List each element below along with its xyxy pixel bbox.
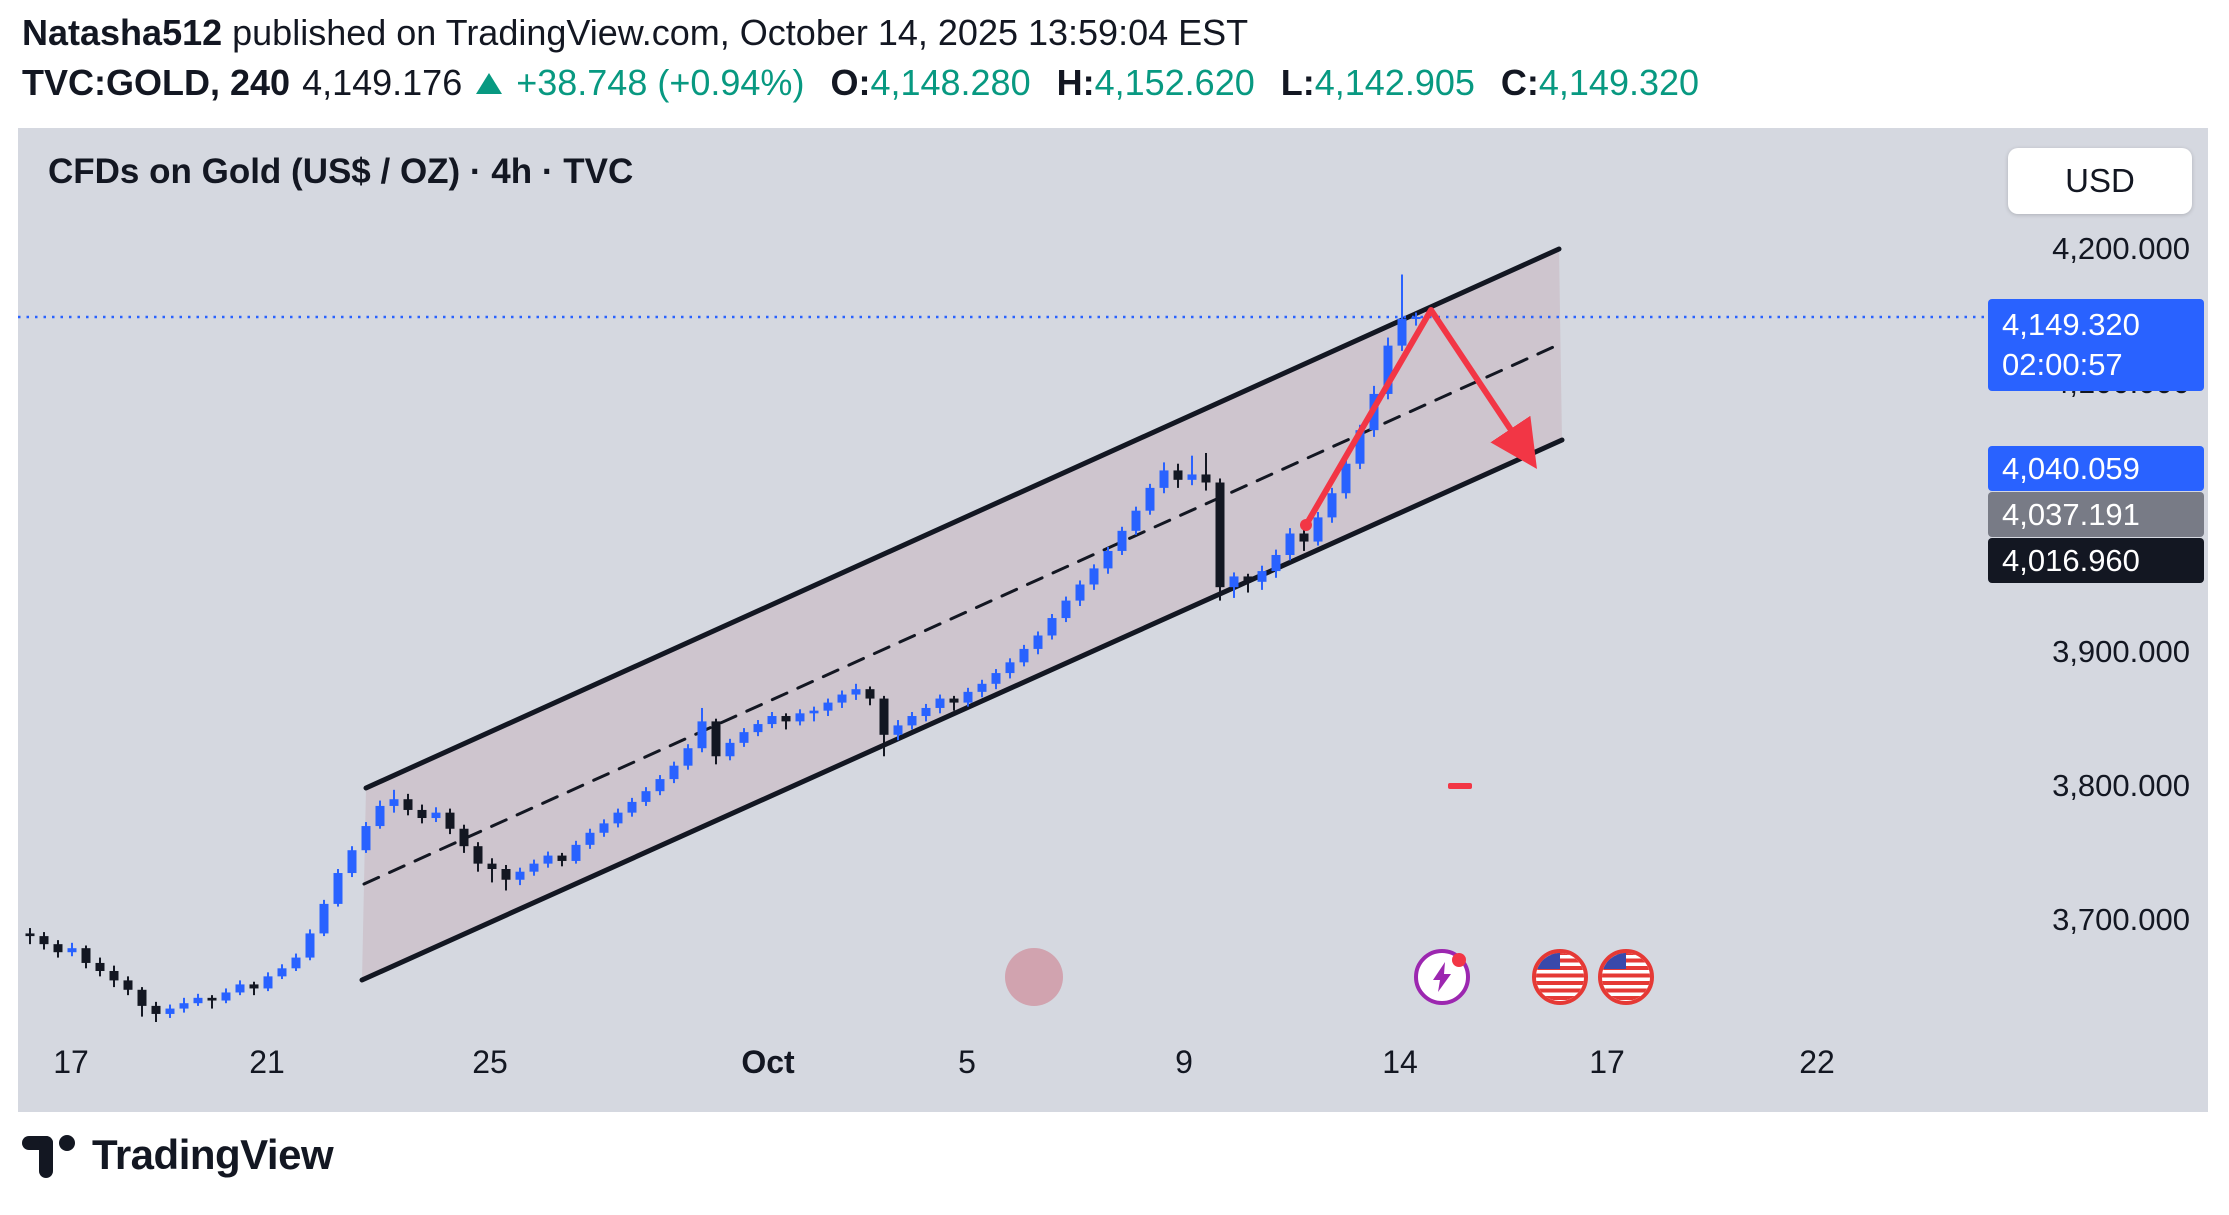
publish-text: published on TradingView.com, October 14… (222, 12, 1249, 53)
chart-panel[interactable]: CFDs on Gold (US$ / OZ) · 4h · TVC USD 4… (18, 128, 2208, 1112)
notification-dot (1452, 953, 1466, 967)
time-tick: 14 (1382, 1044, 1418, 1080)
time-tick: 21 (249, 1044, 285, 1080)
tradingview-wordmark: TradingView (92, 1131, 334, 1178)
tradingview-logo-icon[interactable] (22, 1130, 78, 1180)
time-axis[interactable]: 17 21 25 Oct 5 9 14 17 22 (18, 128, 2208, 1112)
last-price: 4,149.176 (302, 62, 463, 103)
ohlc-close: C: 4,149.320 (1500, 62, 1700, 103)
ohlc-low: L: 4,142.905 (1280, 62, 1475, 103)
time-tick: 5 (958, 1044, 976, 1080)
ohlc-high: H: 4,152.620 (1056, 62, 1255, 103)
price-tick: 3,700.000 (2052, 902, 2190, 937)
channel-bottom-line[interactable] (359, 437, 1565, 983)
price-tick: 4,200.000 (2052, 231, 2190, 266)
time-tick: 9 (1175, 1044, 1193, 1080)
time-tick: 25 (472, 1044, 508, 1080)
price-tick: 3,800.000 (2052, 767, 2190, 803)
publish-byline: Natasha512 published on TradingView.com,… (22, 12, 1248, 54)
currency-toggle-button[interactable]: USD (2008, 148, 2192, 214)
price-change: +38.748 (+0.94%) (516, 62, 805, 103)
time-tick: Oct (741, 1044, 795, 1080)
us-flag-badge[interactable] (1532, 949, 1588, 1005)
time-tick: 17 (1589, 1044, 1625, 1080)
channel-top-line[interactable] (363, 246, 1562, 791)
symbol-name: TVC:GOLD, 240 (22, 62, 291, 103)
price-tick: 3,900.000 (2052, 633, 2190, 669)
author-name: Natasha512 (22, 12, 223, 53)
candles-layer (25, 274, 1421, 1022)
price-axis[interactable]: 4,200.000 4,100.000 3,900.000 3,800.000 3,70… (1998, 128, 2208, 1112)
chart-title: CFDs on Gold (US$ / OZ) · 4h · TVC (48, 152, 634, 191)
chart-canvas[interactable] (18, 128, 2208, 1112)
up-triangle-icon (476, 72, 503, 94)
ohlc-open: O: 4,148.280 (830, 62, 1031, 103)
arrow-start-dot (1300, 519, 1312, 531)
tradingview-footer: TradingView (22, 1130, 334, 1180)
red-dash-marker[interactable] (1448, 783, 1472, 789)
time-tick: 22 (1799, 1044, 1835, 1080)
forecast-arrow[interactable] (1303, 307, 1537, 527)
us-flag-badge[interactable] (1598, 949, 1654, 1005)
event-lightning-badge[interactable] (1414, 949, 1470, 1005)
time-tick: 17 (53, 1044, 89, 1080)
symbol-status-row: TVC:GOLD, 240 4,149.176 +38.748 (+0.94%)… (22, 62, 1699, 104)
highlight-circle (1005, 948, 1063, 1006)
